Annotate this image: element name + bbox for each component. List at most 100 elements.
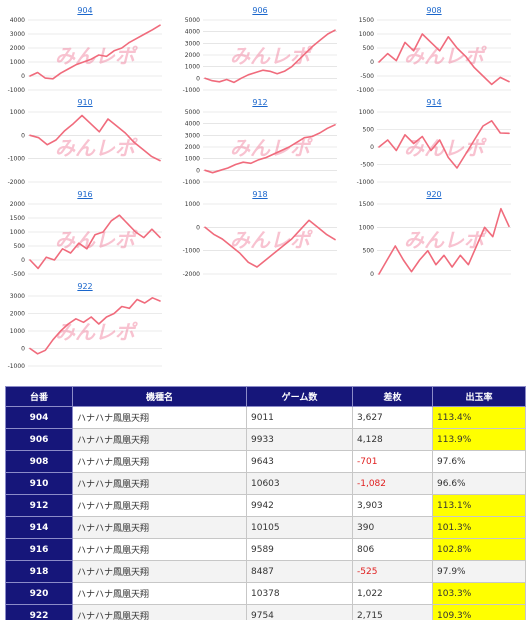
y-tick-label: 500: [363, 248, 375, 255]
chart-title-link[interactable]: 906: [252, 6, 268, 15]
watermark-logo: みんレポ: [230, 228, 313, 252]
y-tick-label: 3000: [185, 132, 200, 139]
y-tick-label: 5000: [185, 17, 200, 24]
line-chart-svg: 3000 2000 1000 0 -1000 みんレポ: [8, 293, 162, 370]
table-row: 906 ハナハナ鳳凰天翔 9933 4,128 113.9%: [5, 428, 526, 451]
rate-cell: 103.3%: [432, 582, 526, 605]
line-chart-svg: 1500 1000 500 0 みんレポ: [359, 201, 511, 278]
data-series-line: [204, 29, 336, 84]
chart-title-link[interactable]: 914: [426, 98, 442, 107]
machine-name-cell: ハナハナ鳳凰天翔: [72, 494, 247, 517]
data-series-line: [378, 120, 510, 169]
chart-908: 908 1500 1000 500 0 -500 -1000 みんレポ: [349, 6, 519, 94]
y-tick-label: 1000: [10, 229, 25, 236]
header-rate: 出玉率: [432, 386, 526, 407]
watermark-logo: みんレポ: [55, 136, 138, 160]
games-cell: 10603: [246, 472, 353, 495]
diff-cell: 390: [352, 516, 433, 539]
table-row: 912 ハナハナ鳳凰天翔 9942 3,903 113.1%: [5, 494, 526, 517]
y-tick-label: 0: [21, 73, 25, 80]
y-tick-label: 2000: [10, 45, 25, 52]
y-tick-label: 3000: [10, 293, 25, 300]
header-games: ゲーム数: [246, 386, 353, 407]
chart-title-link[interactable]: 920: [426, 190, 442, 199]
header-diff: 差枚: [352, 386, 433, 407]
machine-number-cell: 916: [5, 538, 73, 561]
y-tick-label: -2000: [183, 271, 201, 278]
machine-number-cell: 910: [5, 472, 73, 495]
machine-name-cell: ハナハナ鳳凰天翔: [72, 604, 247, 620]
y-tick-label: 3000: [10, 31, 25, 38]
header-machine-no: 台番: [5, 386, 73, 407]
y-tick-label: -1000: [183, 179, 201, 186]
diff-cell: -701: [352, 450, 433, 473]
y-tick-label: 0: [21, 257, 25, 264]
watermark-logo: みんレポ: [404, 44, 487, 68]
chart-910: 910 1000 0 -1000 -2000 みんレポ: [0, 98, 170, 186]
watermark-logo: みんレポ: [55, 228, 138, 252]
diff-cell: -1,082: [352, 472, 433, 495]
games-cell: 9933: [246, 428, 353, 451]
rate-cell: 102.8%: [432, 538, 526, 561]
y-tick-label: 1500: [359, 17, 374, 24]
machine-table: 台番 機種名 ゲーム数 差枚 出玉率 904 ハナハナ鳳凰天翔 9011 3,627 1…: [5, 386, 526, 620]
chart-title-link[interactable]: 922: [77, 282, 93, 291]
table-row: 920 ハナハナ鳳凰天翔 10378 1,022 103.3%: [5, 582, 526, 605]
machine-name-cell: ハナハナ鳳凰天翔: [72, 538, 247, 561]
y-tick-label: -500: [11, 271, 25, 278]
chart-title-link[interactable]: 918: [252, 190, 268, 199]
y-tick-label: 0: [196, 75, 200, 82]
data-series-line: [204, 123, 336, 174]
chart-920: 920 1500 1000 500 0 みんレポ: [349, 190, 519, 278]
machine-name-cell: ハナハナ鳳凰天翔: [72, 560, 247, 583]
y-tick-label: 0: [370, 59, 374, 66]
y-tick-label: -500: [360, 162, 374, 169]
y-tick-label: -1000: [183, 248, 201, 255]
table-header-row: 台番 機種名 ゲーム数 差枚 出玉率: [5, 386, 526, 407]
games-cell: 10105: [246, 516, 353, 539]
header-machine-name: 機種名: [72, 386, 247, 407]
machine-number-cell: 908: [5, 450, 73, 473]
y-tick-label: 4000: [10, 17, 25, 24]
rate-cell: 96.6%: [432, 472, 526, 495]
table-row: 922 ハナハナ鳳凰天翔 9754 2,715 109.3%: [5, 604, 526, 620]
y-tick-label: -1000: [8, 87, 26, 94]
chart-title-link[interactable]: 916: [77, 190, 93, 199]
rate-cell: 97.6%: [432, 450, 526, 473]
machine-number-cell: 920: [5, 582, 73, 605]
chart-912: 912 5000 4000 3000 2000 1000 0 -1000 みんレポ: [175, 98, 345, 186]
chart-title-link[interactable]: 904: [77, 6, 93, 15]
y-tick-label: 1000: [10, 59, 25, 66]
y-tick-label: 1000: [185, 64, 200, 71]
chart-title-link[interactable]: 908: [426, 6, 442, 15]
games-cell: 10378: [246, 582, 353, 605]
rate-cell: 109.3%: [432, 604, 526, 620]
y-tick-label: 3000: [185, 40, 200, 47]
y-tick-label: 1000: [185, 156, 200, 163]
chart-title-link[interactable]: 910: [77, 98, 93, 107]
diff-cell: 4,128: [352, 428, 433, 451]
data-series-line: [29, 114, 161, 162]
watermark-logo: みんレポ: [404, 228, 487, 252]
y-tick-label: 1000: [359, 109, 374, 116]
y-tick-label: 1000: [359, 224, 374, 231]
machine-number-cell: 918: [5, 560, 73, 583]
y-tick-label: -1000: [357, 87, 375, 94]
line-chart-svg: 1500 1000 500 0 -500 -1000 みんレポ: [357, 17, 511, 94]
y-tick-label: 4000: [185, 121, 200, 128]
table-row: 908 ハナハナ鳳凰天翔 9643 -701 97.6%: [5, 450, 526, 473]
machine-number-cell: 922: [5, 604, 73, 620]
y-tick-label: -500: [360, 73, 374, 80]
machine-number-cell: 912: [5, 494, 73, 517]
games-cell: 9011: [246, 406, 353, 429]
diff-cell: 1,022: [352, 582, 433, 605]
y-tick-label: -2000: [8, 179, 26, 186]
data-series-line: [204, 219, 336, 268]
data-series-line: [29, 214, 161, 270]
y-tick-label: 1500: [10, 215, 25, 222]
chart-title-link[interactable]: 912: [252, 98, 268, 107]
y-tick-label: -1000: [183, 87, 201, 94]
